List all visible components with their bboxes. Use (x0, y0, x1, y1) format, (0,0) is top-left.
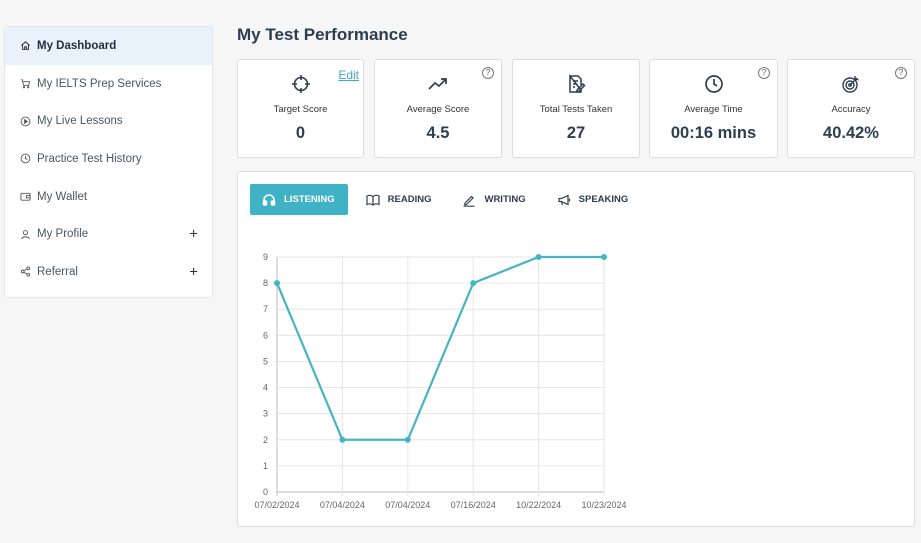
play-circle-icon (19, 115, 31, 127)
y-tick-label: 2 (263, 435, 268, 445)
clock-icon (19, 153, 31, 165)
tab-speaking[interactable]: SPEAKING (545, 184, 642, 215)
pencil-icon (463, 195, 475, 207)
data-point (601, 254, 607, 260)
help-icon[interactable]: ? (758, 67, 770, 79)
data-point (470, 280, 477, 287)
card-label: Average Score (406, 104, 470, 115)
card-label: Total Tests Taken (539, 104, 613, 115)
x-tick-label: 07/02/2024 (254, 500, 299, 510)
sidebar-item-referral[interactable]: Referral + (5, 253, 212, 291)
user-icon (19, 228, 31, 240)
card-value: 00:16 mins (670, 124, 757, 142)
page-title: My Test Performance (237, 25, 408, 44)
listening-score-line-chart: 0 1 2 3 4 5 6 7 8 9 07/02/2024 07/04/2024 07/04/2024… (254, 252, 626, 510)
y-tick-label: 6 (263, 330, 268, 340)
total-tests-card: Total Tests Taken 27 (512, 59, 640, 158)
average-score-card: ? Average Score 4.5 (374, 59, 502, 158)
y-tick-label: 1 (263, 461, 268, 471)
x-tick-label: 10/23/2024 (581, 500, 626, 510)
edit-target-score-link[interactable]: Edit (338, 68, 359, 82)
sidebar-item-label: My Profile (37, 228, 89, 241)
sidebar-item-my-dashboard[interactable]: My Dashboard (5, 27, 212, 65)
sidebar-item-live-lessons[interactable]: My Live Lessons (5, 102, 212, 140)
tab-listening[interactable]: LISTENING (250, 184, 348, 215)
card-value: 0 (295, 124, 306, 142)
y-tick-label: 4 (263, 383, 268, 393)
sidebar-item-ielts-prep-services[interactable]: My IELTS Prep Services (5, 65, 212, 103)
y-tick-label: 3 (263, 409, 268, 419)
share-icon (19, 266, 31, 278)
tab-reading[interactable]: READING (354, 184, 445, 215)
sidebar-item-label: My Live Lessons (37, 115, 123, 128)
document-edit-icon (565, 73, 587, 95)
book-icon (366, 194, 380, 206)
expand-plus-icon[interactable]: + (189, 225, 198, 243)
tab-label: SPEAKING (578, 194, 629, 205)
wallet-icon (19, 191, 31, 203)
data-point (535, 254, 542, 260)
data-point (404, 436, 411, 443)
card-value: 4.5 (426, 124, 450, 142)
card-value: 40.42% (823, 124, 879, 142)
y-tick-label: 8 (263, 278, 268, 288)
card-label: Target Score (273, 104, 328, 115)
tab-label: WRITING (484, 194, 526, 205)
headphones-icon (262, 193, 276, 206)
card-label: Average Time (684, 104, 743, 115)
tab-label: READING (387, 194, 432, 205)
sidebar-item-label: Practice Test History (37, 152, 142, 165)
data-point (274, 280, 280, 287)
series-line (275, 255, 604, 441)
accuracy-card: ? Accuracy 40.42% (787, 59, 915, 158)
y-tick-label: 0 (263, 487, 268, 497)
crosshair-icon (290, 73, 312, 95)
average-time-card: ? Average Time 00:16 mins (649, 59, 778, 158)
tab-writing[interactable]: WRITING (450, 184, 538, 215)
trending-up-icon (427, 73, 449, 95)
data-point (339, 436, 346, 443)
section-tabs: LISTENING READING WRITING SPEAKING (250, 184, 647, 215)
help-icon[interactable]: ? (895, 67, 907, 79)
target-score-card: Edit Target Score 0 (237, 59, 364, 158)
sidebar: My Dashboard My IELTS Prep Services My L… (4, 26, 213, 298)
sidebar-item-my-profile[interactable]: My Profile + (5, 215, 212, 253)
y-tick-label: 5 (263, 356, 268, 366)
tab-label: LISTENING (284, 194, 335, 205)
sidebar-item-practice-test-history[interactable]: Practice Test History (5, 140, 212, 178)
home-icon (19, 40, 31, 52)
sidebar-item-my-wallet[interactable]: My Wallet (5, 178, 212, 216)
sidebar-item-label: My Dashboard (37, 39, 117, 52)
performance-chart-panel: LISTENING READING WRITING SPEAKING 0 1 2 3 4… (237, 171, 915, 527)
card-value: 27 (566, 124, 586, 142)
clock-icon (703, 73, 725, 95)
cart-icon (19, 78, 31, 90)
sidebar-item-label: Referral (37, 265, 78, 278)
x-tick-label: 07/16/2024 (451, 500, 496, 510)
y-tick-label: 9 (263, 252, 268, 262)
card-label: Accuracy (831, 104, 871, 115)
sidebar-item-label: My Wallet (37, 190, 88, 203)
x-tick-label: 07/04/2024 (385, 500, 430, 510)
target-arrow-icon (840, 73, 862, 95)
y-tick-label: 7 (263, 304, 268, 314)
x-tick-label: 07/04/2024 (320, 500, 365, 510)
expand-plus-icon[interactable]: + (189, 263, 198, 281)
sidebar-item-label: My IELTS Prep Services (37, 77, 162, 90)
x-tick-label: 10/22/2024 (516, 500, 561, 510)
help-icon[interactable]: ? (482, 67, 494, 79)
megaphone-icon (558, 194, 570, 205)
